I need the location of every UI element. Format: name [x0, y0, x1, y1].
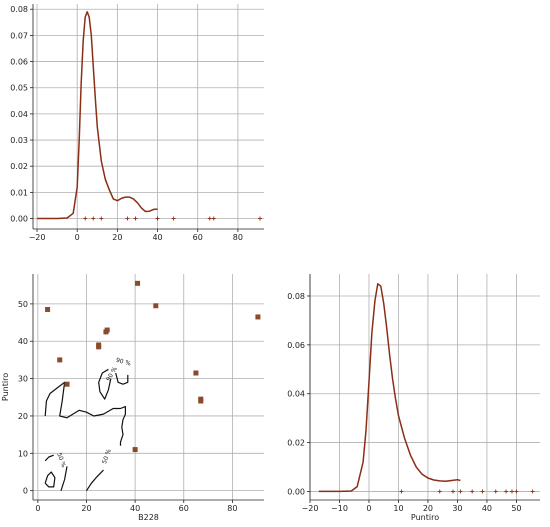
x-tick-label: 80 — [233, 233, 243, 242]
y-tick-label: 0.02 — [287, 439, 305, 448]
rug-marker-1 — [91, 216, 96, 221]
x-tick-label: 30 — [452, 504, 462, 513]
rug-marker-5 — [480, 489, 485, 494]
scatter-point-12 — [198, 398, 204, 404]
contour-line-4 — [44, 454, 54, 462]
x-tick-label: 0 — [366, 504, 371, 513]
scatter-point-1 — [57, 357, 63, 363]
scatter-point-4 — [96, 344, 102, 350]
rug-marker-7 — [504, 489, 509, 494]
rug-marker-3 — [458, 489, 463, 494]
contour-label-2: 50 % — [55, 452, 67, 469]
contour-line-3 — [85, 469, 104, 492]
panel-kde-b228: −20 0 20 40 60 80 0.00 0.01 0.02 0.03 0.04 0.05 0.06… — [10, 4, 264, 242]
rug-marker-4 — [133, 216, 138, 221]
rug-marker-0 — [83, 216, 88, 221]
x-tick-label: 40 — [130, 504, 140, 513]
x-tick-label: 20 — [81, 504, 91, 513]
rug-marker-3 — [125, 216, 130, 221]
rug-marker-5 — [155, 216, 160, 221]
x-tick-label: 0 — [75, 233, 80, 242]
plot-area: 90 %90 % 50 % 50 % — [44, 280, 261, 492]
contour-label-3: 50 % — [101, 448, 113, 465]
y-tick-label: 50 — [18, 300, 28, 309]
scatter-point-9 — [153, 303, 159, 309]
contour-line-0 — [44, 381, 126, 446]
rug-marker-4 — [470, 489, 475, 494]
scatter-point-7 — [132, 447, 138, 453]
x-tick-label: −20 — [302, 504, 319, 513]
rug-marker-1 — [437, 489, 442, 494]
x-tick-label: 60 — [193, 233, 203, 242]
y-tick-label: 0.00 — [10, 215, 28, 224]
rug-marker-9 — [514, 489, 519, 494]
x-tick-label: −10 — [331, 504, 348, 513]
contour-line-6 — [60, 466, 68, 491]
y-tick-label: 0.07 — [10, 31, 28, 40]
rug-marker-10 — [530, 489, 535, 494]
scatter-point-6 — [104, 327, 110, 333]
x-tick-label: 20 — [423, 504, 433, 513]
scatter-point-8 — [135, 280, 141, 286]
x-tick-label: 50 — [511, 504, 521, 513]
rug-marker-8 — [211, 216, 216, 221]
x-axis-label: B228 — [138, 513, 159, 522]
x-tick-label: 60 — [179, 504, 189, 513]
y-tick-label: 0.02 — [10, 162, 28, 171]
y-axis-label: Puntiro — [1, 373, 10, 401]
rug-marker-6 — [171, 216, 176, 221]
x-tick-label: 10 — [393, 504, 403, 513]
y-tick-label: 10 — [18, 449, 28, 458]
kde-line-0 — [318, 283, 461, 493]
y-tick-label: 0.01 — [10, 188, 28, 197]
y-tick-label: 20 — [18, 412, 28, 421]
y-tick-label: 0.08 — [10, 5, 28, 14]
y-tick-label: 30 — [18, 375, 28, 384]
kde-line-0 — [37, 11, 158, 220]
y-tick-label: 0.04 — [10, 110, 28, 119]
contour-line-2 — [98, 368, 112, 400]
panel-kde-puntiro: −20 −10 0 10 20 30 40 50 0.00 0.02 0.04 0.06 0.08 Pun… — [287, 274, 540, 522]
scatter-point-2 — [64, 381, 70, 387]
y-tick-label: 0.03 — [10, 136, 28, 145]
x-tick-label: 40 — [482, 504, 492, 513]
rug-marker-9 — [257, 216, 262, 221]
x-tick-label: 0 — [35, 504, 40, 513]
rug-marker-8 — [509, 489, 514, 494]
y-tick-label: 0.08 — [287, 292, 305, 301]
x-tick-label: 80 — [227, 504, 237, 513]
contour-line-5 — [44, 471, 56, 488]
contour-label-1: 90 % — [115, 357, 132, 368]
contour-label-0: 90 % — [105, 366, 119, 383]
y-tick-label: 0 — [23, 487, 28, 496]
contour-line-1 — [115, 372, 129, 385]
x-tick-label: 40 — [152, 233, 162, 242]
panel-scatter-b228-puntiro: 0 20 40 60 80 0 10 20 30 40 50 B228 Puntiro 90 %90 % 5… — [1, 274, 264, 522]
rug-marker-2 — [99, 216, 104, 221]
scatter-point-13 — [255, 314, 261, 320]
y-tick-label: 0.04 — [287, 390, 305, 399]
y-tick-label: 40 — [18, 337, 28, 346]
scatter-point-0 — [45, 306, 51, 312]
y-tick-label: 0.06 — [10, 58, 28, 67]
scatter-point-10 — [193, 370, 199, 376]
x-tick-label: 20 — [112, 233, 122, 242]
y-tick-label: 0.05 — [10, 84, 28, 93]
rug-marker-2 — [451, 489, 456, 494]
y-tick-label: 0.00 — [287, 487, 305, 496]
rug-marker-0 — [399, 489, 404, 494]
x-tick-label: −20 — [29, 233, 46, 242]
rug-marker-7 — [207, 216, 212, 221]
x-axis-label: Puntiro — [411, 513, 439, 522]
plot-area — [318, 283, 535, 494]
plot-area — [37, 11, 262, 221]
y-tick-label: 0.06 — [287, 341, 305, 350]
rug-marker-6 — [493, 489, 498, 494]
